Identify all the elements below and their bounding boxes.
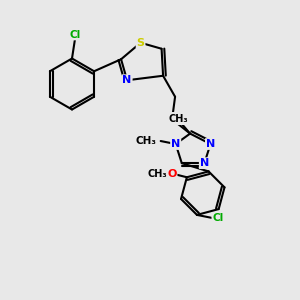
Text: S: S [136, 38, 145, 48]
Text: Cl: Cl [212, 213, 224, 223]
Text: N: N [206, 139, 215, 149]
Text: Cl: Cl [69, 29, 81, 40]
Text: CH₃: CH₃ [168, 114, 188, 124]
Text: CH₃: CH₃ [147, 169, 167, 179]
Text: O: O [167, 169, 177, 179]
Text: CH₃: CH₃ [135, 136, 156, 146]
Text: N: N [200, 158, 209, 168]
Text: S: S [168, 114, 176, 124]
Text: N: N [171, 139, 180, 149]
Text: N: N [122, 75, 132, 85]
